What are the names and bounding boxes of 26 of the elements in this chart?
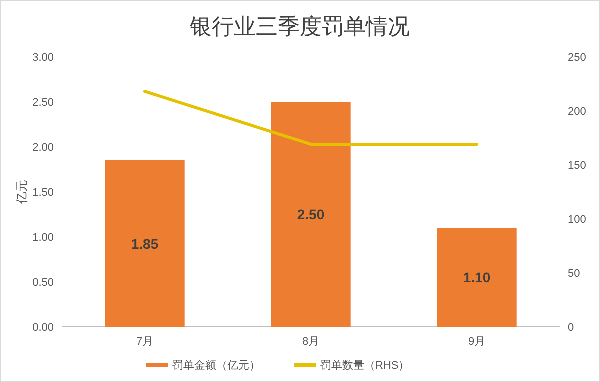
y2-tick-label: 200 (568, 106, 586, 118)
bar (105, 160, 185, 327)
y2-tick-label: 100 (568, 214, 586, 226)
y-tick-label: 1.00 (32, 232, 54, 244)
bar (437, 228, 517, 327)
y2-tick-label: 50 (568, 268, 580, 280)
data-label: 1.10 (463, 270, 491, 286)
data-label: 2.50 (297, 206, 325, 222)
title: 银行业三季度罚单情况 (190, 14, 410, 39)
y2-tick-label: 0 (568, 322, 574, 334)
y-tick-label: 3.00 (32, 52, 54, 64)
x-tick-label: 7月 (136, 336, 154, 348)
data-label: 1.85 (131, 236, 159, 252)
legend-label: 罚单金额（亿元） (172, 359, 260, 372)
y-tick-label: 0.50 (32, 277, 54, 289)
y2-tick-label: 250 (568, 52, 586, 64)
y2-tick-label: 150 (568, 160, 586, 172)
y-tick-label: 2.50 (32, 97, 54, 109)
legend-label: 罚单数量（RHS） (320, 359, 410, 372)
y-tick-label: 0.00 (32, 322, 54, 334)
y-tick-label: 2.00 (32, 142, 54, 154)
x-tick-label: 8月 (302, 336, 320, 348)
bar (271, 102, 351, 327)
y-axis-title: 亿元 (15, 180, 29, 205)
x-tick-label: 9月 (468, 336, 486, 348)
y-tick-label: 1.50 (32, 187, 54, 199)
